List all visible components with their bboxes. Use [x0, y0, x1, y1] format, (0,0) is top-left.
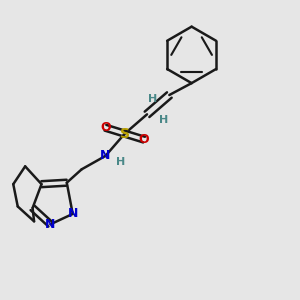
Text: H: H: [116, 157, 125, 167]
Text: N: N: [68, 207, 78, 220]
Text: O: O: [139, 133, 149, 146]
Text: H: H: [148, 94, 158, 104]
Text: N: N: [45, 218, 56, 231]
Text: H: H: [159, 115, 168, 125]
Text: N: N: [100, 149, 111, 162]
Text: S: S: [120, 127, 130, 141]
Text: O: O: [100, 121, 111, 134]
